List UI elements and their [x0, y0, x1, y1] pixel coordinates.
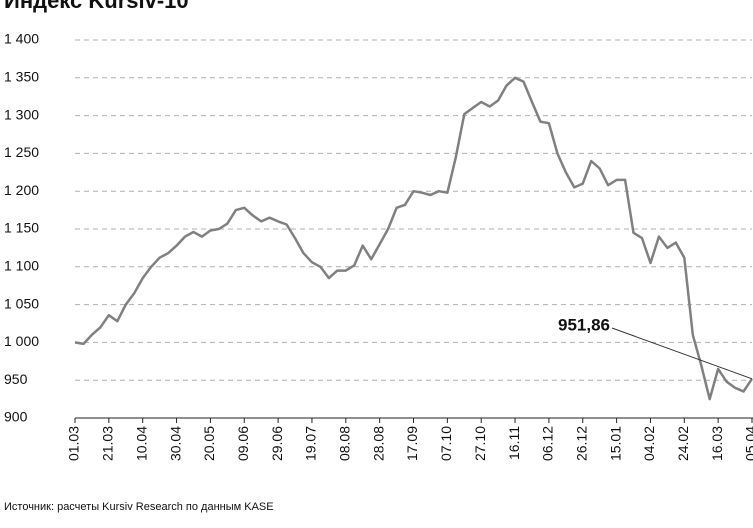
- x-tick-label: 27.10: [472, 426, 488, 461]
- y-tick-label: 1 150: [4, 220, 39, 236]
- y-tick-label: 900: [4, 409, 28, 425]
- x-tick-label: 26.12: [573, 426, 589, 461]
- value-label: 951,86: [558, 315, 610, 334]
- x-tick-label: 04.02: [641, 426, 657, 461]
- x-tick-label: 16.11: [506, 426, 522, 460]
- chart-title: Индекс Kursiv-10: [4, 0, 189, 13]
- x-tick-label: 30.04: [167, 426, 183, 461]
- y-tick-label: 1 200: [4, 182, 39, 198]
- y-tick-label: 1 400: [4, 31, 39, 47]
- x-tick-label: 16.03: [709, 426, 725, 461]
- x-tick-label: 06.12: [540, 426, 556, 461]
- x-tick-label: 10.04: [133, 426, 149, 461]
- x-tick-label: 24.02: [675, 426, 691, 461]
- source-note: Источник: расчеты Kursiv Research по дан…: [4, 501, 274, 513]
- x-tick-label: 01.03: [66, 426, 82, 461]
- x-tick-label: 28.08: [370, 426, 386, 461]
- x-tick-label: 09.06: [235, 426, 251, 461]
- x-tick-label: 19.07: [303, 426, 319, 461]
- y-tick-label: 1 100: [4, 258, 39, 274]
- y-tick-label: 950: [4, 371, 28, 387]
- y-tick-label: 1 300: [4, 106, 39, 122]
- x-tick-label: 05.04: [743, 426, 753, 461]
- y-tick-label: 1 050: [4, 295, 39, 311]
- y-tick-label: 1 350: [4, 69, 39, 85]
- x-tick-label: 20.05: [201, 426, 217, 461]
- x-tick-label: 17.09: [404, 426, 420, 461]
- x-tick-label: 15.01: [607, 426, 623, 461]
- index-line: [74, 76, 753, 401]
- y-tick-label: 1 000: [4, 333, 39, 349]
- y-tick-label: 1 250: [4, 144, 39, 160]
- x-tick-label: 21.03: [100, 426, 116, 461]
- annotation-leader: [611, 327, 753, 380]
- x-tick-label: 08.08: [337, 426, 353, 461]
- x-tick-label: 29.06: [269, 426, 285, 461]
- x-tick-label: 07.10: [438, 426, 454, 461]
